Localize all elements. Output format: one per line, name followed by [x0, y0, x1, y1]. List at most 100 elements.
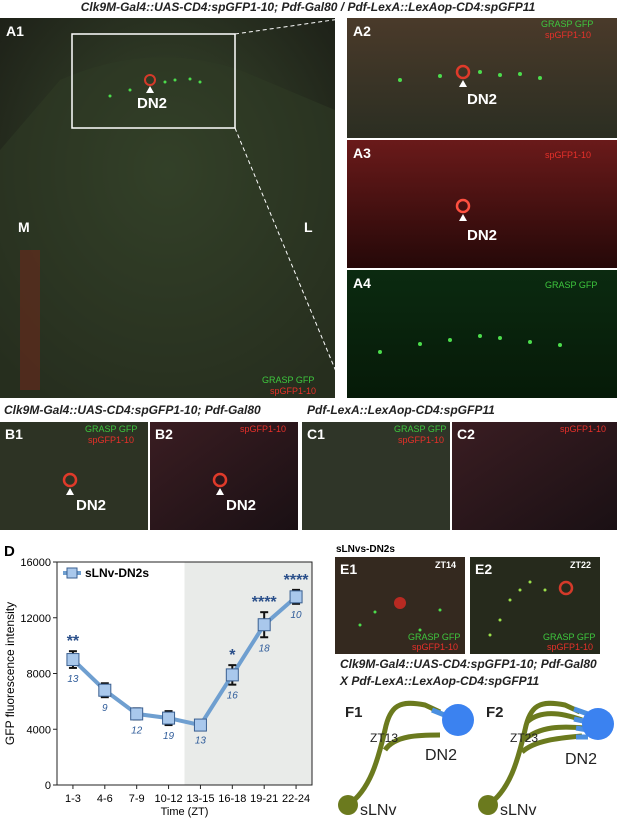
dn2-cell: [442, 704, 474, 736]
channel-label: GRASP GFP: [408, 632, 460, 642]
cell-body: [455, 64, 471, 80]
channel-label: GRASP GFP: [262, 375, 314, 385]
micrograph: [347, 140, 617, 268]
panel-b1: B1 GRASP GFP spGFP1-10 DN2: [0, 422, 148, 530]
panel-a4: A4 GRASP GFP: [347, 270, 617, 398]
marker: [257, 618, 271, 632]
orientation-label: M: [18, 219, 30, 235]
significance: ****: [284, 572, 310, 589]
chart: 0 4000 8000 12000 16000 1-3 4-6 7-9 10-12 13-15 16…: [3, 557, 313, 818]
slnv-cell: [338, 795, 358, 815]
dn2-cell: [582, 708, 614, 740]
panel-label: C2: [457, 426, 475, 442]
marker: [162, 711, 176, 725]
panel-label: A2: [353, 23, 371, 39]
y-tick-label: 8000: [27, 669, 51, 681]
panel-a2: A2 GRASP GFP spGFP1-10 DN2: [347, 18, 617, 138]
y-tick-label: 0: [45, 780, 51, 792]
significance: ****: [252, 594, 278, 611]
panel-label: E2: [475, 561, 492, 577]
panel-label: E1: [340, 561, 357, 577]
marker: [130, 707, 144, 721]
panel-e1: E1 ZT14 GRASP GFP spGFP1-10: [335, 557, 465, 654]
panel-e-title: sLNvs-DN2s: [336, 544, 395, 555]
grasp-signal: [358, 608, 442, 632]
channel-label: GRASP GFP: [85, 424, 137, 434]
panel-label: A4: [353, 275, 371, 291]
cell-body: [62, 472, 78, 488]
time-label: ZT14: [435, 560, 456, 570]
x-tick-label: 1-3: [65, 793, 81, 805]
y-tick-label: 16000: [20, 557, 51, 569]
panel-f2: F2 ZT23 DN2 sLNv: [478, 700, 614, 819]
e-caption: Clk9M-Gal4::UAS-CD4:spGFP1-10; Pdf-Gal80: [340, 657, 597, 671]
panel-e2: E2 ZT22 GRASP GFP spGFP1-10: [470, 557, 600, 654]
cell-body: [144, 74, 156, 86]
cell-body: [394, 597, 406, 609]
legend-marker: [66, 567, 78, 579]
grasp-signal: [488, 580, 547, 637]
cell-label: DN2: [76, 497, 106, 514]
n-label: 19: [163, 731, 175, 742]
tissue: [0, 57, 335, 399]
x-tick-label: 7-9: [129, 793, 145, 805]
channel-label: spGFP1-10: [398, 435, 444, 445]
cell-label: sLNv: [360, 802, 396, 819]
panel-c1: C1 GRASP GFP spGFP1-10: [302, 422, 450, 530]
n-label: 18: [259, 643, 271, 654]
cell-body: [212, 472, 228, 488]
y-tick-label: 4000: [27, 724, 51, 736]
marker: [98, 683, 112, 697]
time-label: ZT22: [570, 560, 591, 570]
micrograph: [470, 557, 600, 654]
n-label: 10: [291, 610, 303, 621]
channel-label: GRASP GFP: [545, 280, 597, 290]
cell-label: DN2: [467, 227, 497, 244]
cell-label: DN2: [565, 751, 597, 768]
micrograph: [347, 18, 617, 138]
grasp-signal: [108, 77, 202, 98]
arrowhead: [66, 488, 74, 495]
n-label: 16: [227, 691, 239, 702]
panel-label: C1: [307, 426, 325, 442]
x-tick-label: 19-21: [250, 793, 278, 805]
n-label: 9: [102, 703, 108, 714]
micrograph: [452, 422, 617, 530]
e-caption: X Pdf-LexA::LexAop-CD4:spGFP11: [339, 674, 539, 688]
cell-label: sLNv: [500, 802, 536, 819]
y-axis-label: GFP fluorescence intensity: [3, 602, 17, 745]
x-tick-label: 10-12: [154, 793, 182, 805]
panel-label: A1: [6, 23, 24, 39]
slnv-cell: [478, 795, 498, 815]
channel-label: spGFP1-10: [545, 150, 591, 160]
panel-b-title: Clk9M-Gal4::UAS-CD4:spGFP1-10; Pdf-Gal80: [4, 403, 261, 417]
axon: [382, 732, 441, 752]
cell-body: [558, 580, 574, 596]
panel-c-title: Pdf-LexA::LexAop-CD4:spGFP11: [307, 403, 495, 417]
marker: [66, 653, 80, 667]
figure-title: Clk9M-Gal4::UAS-CD4:spGFP1-10; Pdf-Gal80…: [81, 0, 536, 14]
cell-label: DN2: [467, 91, 497, 108]
channel-label: spGFP1-10: [270, 386, 316, 396]
panel-label: D: [4, 543, 15, 560]
micrograph: [302, 422, 450, 530]
panel-c2: C2 spGFP1-10: [452, 422, 617, 530]
panel-f1: F1 ZT13 DN2 sLNv: [338, 700, 474, 819]
channel-label: spGFP1-10: [545, 30, 591, 40]
x-tick-label: 13-15: [186, 793, 214, 805]
panel-a1: A1 DN2 M L GRASP GFP spGFP1-10: [0, 17, 348, 399]
panel-label: F2: [486, 704, 504, 721]
zoom-line: [234, 17, 348, 35]
panel-label: B2: [155, 426, 173, 442]
x-tick-label: 16-18: [218, 793, 246, 805]
grasp-signal: [398, 70, 542, 82]
significance: **: [67, 633, 80, 650]
channel-label: spGFP1-10: [412, 642, 458, 652]
panel-label: B1: [5, 426, 23, 442]
n-label: 12: [131, 725, 143, 736]
x-axis-label: Time (ZT): [161, 806, 209, 818]
time-label: ZT13: [370, 731, 398, 745]
cell-label: DN2: [226, 497, 256, 514]
panel-label: A3: [353, 145, 371, 161]
